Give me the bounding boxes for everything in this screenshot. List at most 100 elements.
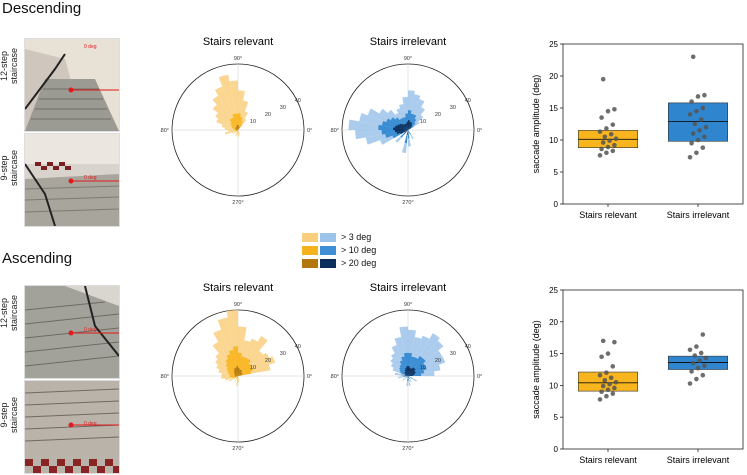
- polar-bar: [403, 124, 408, 130]
- polar-bar: [238, 130, 239, 132]
- data-point: [605, 108, 611, 114]
- staircase-label-12-step: 12-step staircase: [0, 295, 19, 332]
- polar-bar: [238, 369, 241, 376]
- polar-bar: [404, 123, 408, 130]
- data-point: [610, 122, 616, 127]
- polar-bar: [408, 124, 413, 130]
- data-point: [703, 355, 709, 361]
- angle-label: 90°: [404, 302, 412, 308]
- polar-bar: [408, 376, 409, 378]
- legend-label: > 3 deg: [341, 232, 372, 242]
- data-point: [605, 351, 611, 356]
- data-point: [610, 364, 616, 369]
- polar-bar: [404, 372, 408, 376]
- polar-bar: [236, 366, 238, 376]
- data-point: [608, 131, 614, 137]
- legend-item: > 20 deg: [302, 257, 376, 269]
- angle-label: 270°: [232, 446, 243, 452]
- polar-bar: [408, 375, 413, 376]
- legend-label: > 10 deg: [341, 245, 377, 255]
- data-point: [690, 360, 696, 366]
- polar-bar: [231, 117, 238, 130]
- polar-bar: [408, 371, 416, 376]
- polar-bar: [237, 125, 238, 130]
- x-tick-label: Stairs irrelevant: [667, 455, 730, 465]
- polar-bar: [394, 130, 408, 133]
- y-axis-label: saccade amplitude (deg): [531, 320, 541, 419]
- polar-bar: [408, 126, 412, 130]
- data-point: [612, 339, 617, 345]
- polar-bar: [234, 376, 238, 377]
- data-point: [689, 369, 694, 374]
- polar-bar: [234, 374, 238, 376]
- radial-tick-label: 10: [420, 365, 426, 371]
- legend-swatch: [302, 232, 318, 242]
- data-point: [703, 124, 709, 130]
- angle-label: 270°: [402, 446, 413, 452]
- legend-item: > 10 deg: [302, 244, 376, 256]
- angle-label: 180°: [330, 374, 339, 380]
- polar-bar: [408, 120, 410, 130]
- polar-bar: [406, 376, 408, 378]
- radial-tick-label: 40: [465, 98, 471, 104]
- data-point: [607, 381, 612, 387]
- polar-bar: [238, 126, 240, 130]
- data-point: [597, 153, 603, 158]
- polar-bar: [400, 130, 408, 135]
- data-point: [597, 372, 603, 378]
- polar-bar: [238, 369, 242, 376]
- data-point: [687, 347, 693, 353]
- angle-label: 90°: [234, 56, 242, 62]
- x-tick-label: Stairs relevant: [579, 455, 637, 465]
- data-point: [687, 112, 693, 117]
- polar-bar: [235, 367, 238, 376]
- data-point: [695, 365, 701, 371]
- polar-bar: [408, 130, 409, 132]
- x-tick-label: Stairs relevant: [579, 210, 637, 220]
- polar-bar: [408, 376, 410, 377]
- data-point: [602, 378, 608, 383]
- data-point: [605, 144, 611, 150]
- polar-bar: [236, 129, 238, 130]
- polar-bar: [238, 367, 240, 376]
- y-axis-label: saccade amplitude (deg): [531, 75, 541, 174]
- chart-title: Stairs relevant: [203, 282, 273, 294]
- data-point: [600, 338, 606, 344]
- y-tick-label: 20: [549, 72, 558, 81]
- data-point: [700, 372, 706, 378]
- polar-bar: [408, 367, 411, 376]
- data-point: [694, 108, 699, 114]
- data-point: [604, 370, 609, 375]
- data-point: [607, 138, 612, 143]
- data-point: [599, 354, 604, 360]
- polar-bar: [236, 130, 238, 131]
- data-point: [610, 391, 616, 396]
- polar-bar: [234, 375, 238, 376]
- marker-label: 0 deg: [84, 327, 97, 333]
- angle-label: 180°: [160, 374, 169, 380]
- data-point: [687, 381, 693, 386]
- polar-bar: [396, 130, 408, 134]
- polar-bar: [238, 371, 251, 376]
- photo-descending-9-step: [24, 133, 120, 227]
- polar-bar: [405, 123, 408, 130]
- data-point: [604, 393, 609, 399]
- data-point: [613, 379, 619, 385]
- angle-label: 270°: [402, 200, 413, 206]
- polar-bar: [233, 372, 238, 376]
- y-tick-label: 0: [554, 445, 559, 454]
- legend-swatch: [320, 258, 336, 268]
- photo-descending-12-step: [24, 38, 120, 132]
- data-point: [694, 344, 699, 349]
- polar-bar: [235, 127, 238, 130]
- marker-label: 0 deg: [84, 44, 97, 50]
- y-tick-label: 5: [554, 168, 559, 177]
- polar-bar: [238, 130, 239, 134]
- chart-title: Stairs relevant: [203, 36, 273, 48]
- polar-bar: [238, 125, 239, 130]
- polar-bar: [238, 128, 240, 130]
- angle-label: 180°: [330, 128, 339, 134]
- data-point: [604, 126, 609, 131]
- plot-frame: [562, 43, 744, 205]
- polar-bar: [238, 372, 242, 376]
